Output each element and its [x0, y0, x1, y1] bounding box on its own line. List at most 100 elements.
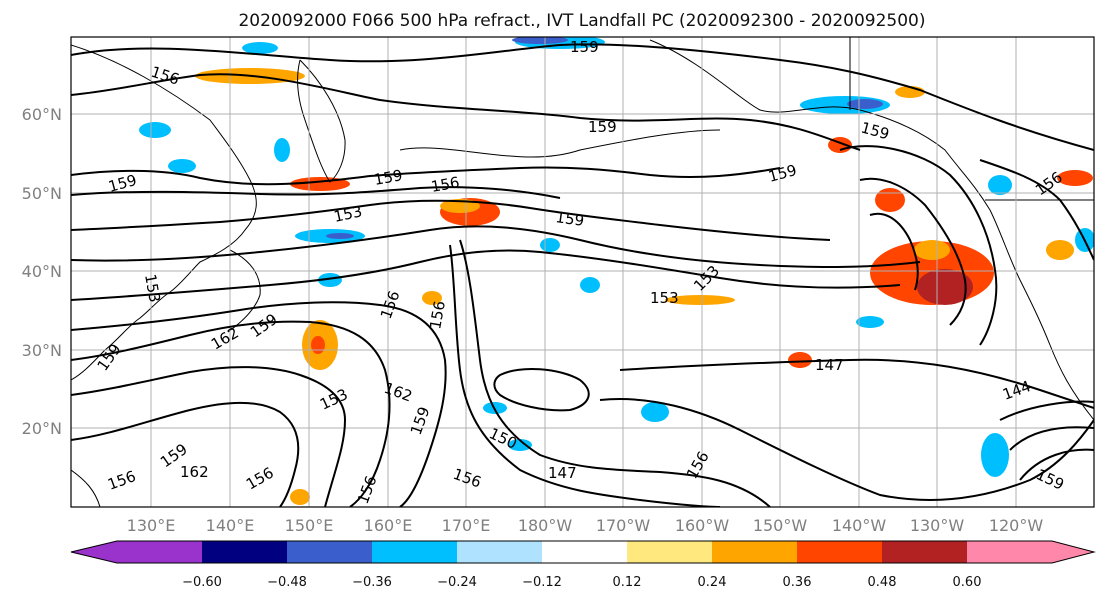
contour-label: 159 — [570, 38, 599, 56]
contour-line — [493, 367, 590, 412]
anomaly-blob — [1057, 170, 1093, 186]
colorbar-segment — [457, 541, 542, 563]
contour-label: 153 — [650, 289, 679, 307]
contour-line — [1019, 448, 1094, 481]
colorbar-segment — [287, 541, 372, 563]
contour-line — [859, 177, 967, 326]
longitude-labels: 130°E 140°E 150°E 160°E 170°E 180°W 170°… — [127, 516, 1044, 535]
colorbar-segment — [712, 541, 797, 563]
colorbar-segment — [542, 541, 627, 563]
contour-label: 153 — [332, 202, 364, 226]
lon-label: 170°W — [596, 516, 651, 535]
coastline-alaska — [649, 39, 1094, 421]
colorbar-min-extension — [71, 541, 117, 563]
lat-label: 50°N — [22, 184, 62, 203]
contour-line — [999, 400, 1094, 421]
anomaly-blob — [914, 240, 950, 260]
colorbar-segment — [882, 541, 967, 563]
anomaly-blob — [422, 291, 442, 305]
colorbar-tick-label: 0.60 — [953, 575, 982, 590]
contour-line — [71, 199, 831, 241]
anomaly-blob — [242, 42, 278, 54]
anomaly-blob — [311, 336, 325, 354]
contour-label: 162 — [180, 463, 209, 481]
lat-label: 60°N — [22, 105, 62, 124]
anomaly-blob — [981, 433, 1009, 477]
anomaly-blob — [665, 295, 735, 305]
contour-label: 159 — [373, 166, 404, 189]
contour-line — [979, 159, 1094, 261]
anomaly-blob — [508, 439, 532, 451]
colorbar-tick-label: 0.48 — [868, 575, 897, 590]
contour-line — [71, 73, 861, 151]
anomaly-blob — [274, 138, 290, 162]
lon-label: 160°W — [675, 516, 730, 535]
contour-label: 153 — [141, 273, 164, 304]
colorbar-tick-label: −0.36 — [352, 575, 392, 590]
colorbar-segment — [117, 541, 202, 563]
contour-line — [71, 186, 561, 199]
lat-label: 20°N — [22, 419, 62, 438]
coastline-kamchatka — [297, 59, 346, 183]
colorbar-segment — [202, 541, 287, 563]
lon-label: 140°W — [832, 516, 887, 535]
colorbar-tick-label: −0.60 — [182, 575, 222, 590]
contour-line — [71, 366, 347, 507]
contour-label: 159 — [554, 208, 585, 230]
latitude-labels: 20°N 30°N 40°N 50°N 60°N — [22, 105, 62, 438]
contour-label: 156 — [426, 299, 449, 330]
anomaly-blob — [326, 233, 354, 239]
coastline-aleutians — [399, 129, 721, 158]
colorbar-tick-label: −0.24 — [437, 575, 477, 590]
anomaly-blob — [847, 99, 883, 109]
colorbar-segment — [627, 541, 712, 563]
colorbar-segment — [967, 541, 1052, 563]
contour-label: 156 — [430, 173, 461, 196]
contour-line — [71, 249, 901, 301]
lon-label: 150°W — [753, 516, 808, 535]
anomaly-blob — [641, 402, 669, 422]
coastline-japan — [227, 249, 261, 333]
contour-label: 147 — [548, 464, 577, 482]
contour-line — [839, 145, 998, 346]
anomaly-blob — [788, 352, 812, 368]
map-panel: 156 159 159 159 159 156 153 159 153 153 … — [70, 36, 1095, 508]
colorbar-outline — [70, 540, 1096, 564]
anomaly-blob — [512, 37, 568, 44]
contour-line — [619, 358, 1094, 409]
contour-line — [459, 239, 771, 507]
figure-title: 2020092000 F066 500 hPa refract., IVT La… — [238, 11, 925, 31]
lon-label: 120°W — [989, 516, 1044, 535]
contour-line — [1009, 426, 1094, 451]
contour-line — [71, 43, 1094, 151]
colorbar-ticks: −0.60 −0.48 −0.36 −0.24 −0.12 0.12 0.24 … — [182, 575, 981, 590]
anomaly-blob — [988, 175, 1012, 195]
anomaly-blob — [139, 122, 171, 138]
anomaly-blob — [540, 238, 560, 252]
height-contours — [71, 43, 1094, 507]
contour-line — [71, 401, 300, 507]
colorbar-tick-label: 0.36 — [783, 575, 812, 590]
colorbar-max-extension — [1052, 541, 1094, 563]
anomaly-blob — [580, 277, 600, 293]
colorbar-segment — [797, 541, 882, 563]
anomaly-blob — [168, 159, 196, 173]
anomaly-blob — [875, 188, 905, 212]
lon-label: 140°E — [206, 516, 255, 535]
lat-label: 30°N — [22, 341, 62, 360]
lon-label: 180°W — [518, 516, 573, 535]
colorbar-tick-label: −0.48 — [267, 575, 307, 590]
anomaly-blob — [917, 269, 973, 305]
contour-line — [599, 398, 1094, 501]
colorbar-tick-label: −0.12 — [522, 575, 562, 590]
lon-label: 170°E — [442, 516, 491, 535]
colorbar: −0.60 −0.48 −0.36 −0.24 −0.12 0.12 0.24 … — [70, 540, 1096, 590]
colorbar-segment — [372, 541, 457, 563]
anomaly-blob — [1046, 240, 1074, 260]
anomaly-blob — [290, 489, 310, 505]
contour-label: 159 — [588, 118, 617, 136]
contour-line — [869, 212, 919, 291]
contour-line — [71, 225, 921, 268]
colorbar-tick-label: 0.12 — [613, 575, 642, 590]
lat-label: 40°N — [22, 262, 62, 281]
